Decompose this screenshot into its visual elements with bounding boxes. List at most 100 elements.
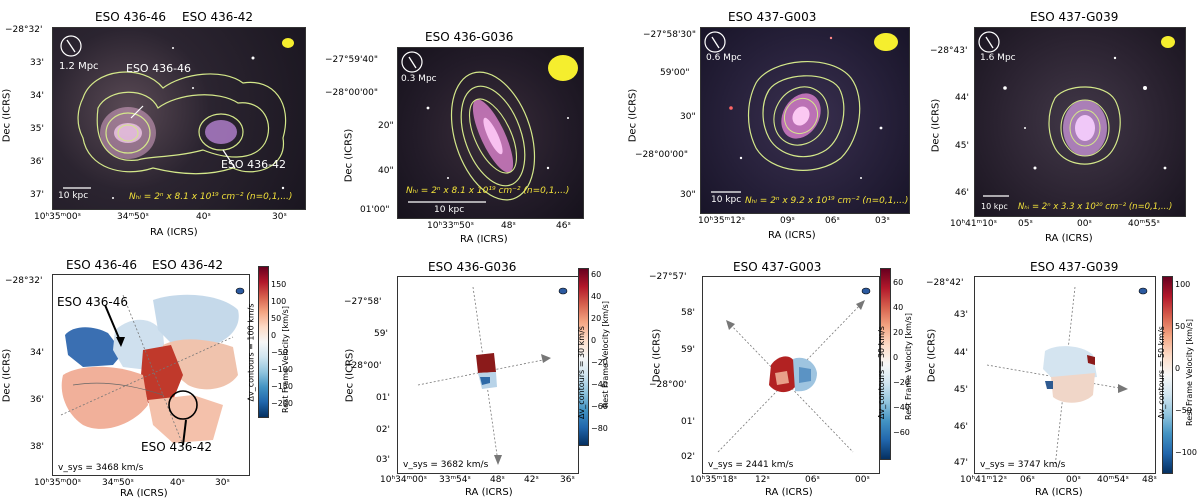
x-tick-label: 30ˢ [215, 478, 230, 488]
contour-levels-note: Nₕᵢ = 2ⁿ x 9.2 x 10¹⁹ cm⁻² (n=0,1,...) [745, 196, 909, 206]
y-tick-label: 34' [30, 348, 44, 358]
galaxy-annotation: ESO 436-46 [126, 62, 192, 75]
velocity-colorbar [258, 266, 269, 418]
x-tick-label: 34ᵐ50ˢ [117, 212, 149, 222]
y-tick-label: −28°00'00" [635, 150, 689, 160]
y-tick-label: −28°32' [5, 25, 43, 35]
beam-ellipse [874, 33, 898, 51]
scale-bar-label: 10 kpc [434, 205, 465, 215]
y-tick-label: −28°00'00" [325, 88, 379, 98]
y-tick-label: 40" [378, 166, 394, 176]
y-tick-label: 35' [30, 124, 44, 134]
colorbar-tick: 0 [591, 336, 597, 345]
y-tick-label: 30" [680, 112, 696, 122]
velocity-colorbar [1162, 276, 1173, 474]
velocity-panel-eso436-46-42: ESO 436-46 ESO 436-42 ESO 436-46 ESO 436… [0, 250, 300, 499]
y-tick-label: 59'00" [660, 68, 690, 78]
x-tick-label: 10ʰ34ᵐ00ˢ [380, 475, 427, 485]
colorbar-tick: 20 [591, 314, 602, 323]
x-tick-label: 10ʰ35ᵐ12ˢ [698, 216, 745, 226]
x-tick-label: 33ᵐ54ˢ [439, 475, 471, 485]
optical-panel-eso436-46-42: ESO 436-46 ESO 436-42 1.2 Mpc 10 kpc ESO… [0, 0, 306, 245]
panel-title: ESO 436-G036 [428, 260, 517, 274]
distance-label: 0.6 Mpc [706, 53, 742, 63]
x-tick-label: 48ˢ [501, 221, 516, 231]
contour-levels-note: Nₕᵢ = 2ⁿ x 8.1 x 10¹⁹ cm⁻² (n=0,1,...) [406, 186, 570, 196]
colorbar-tick: −200 [271, 399, 293, 408]
panel-title: ESO 437-G003 [728, 10, 817, 24]
y-tick-label: 37' [30, 190, 44, 200]
beam-ellipse [1161, 36, 1175, 48]
y-tick-label: −28°43' [930, 46, 968, 56]
contour-spacing-label: Δv_contours = 50 km/s [1156, 326, 1166, 419]
x-axis-label: RA (ICRS) [150, 227, 198, 238]
beam-ellipse [558, 287, 568, 295]
scale-bar-label: 10 kpc [711, 195, 742, 205]
x-tick-label: 40ˢ [170, 478, 185, 488]
velocity-map: v_sys = 3682 km/s [397, 276, 579, 474]
optical-image: 1.2 Mpc 10 kpc ESO 436-46 ESO 436-42 Nₕᵢ… [52, 27, 306, 210]
y-axis-label: Dec (ICRS) [651, 328, 663, 383]
colorbar-tick: 20 [893, 328, 904, 337]
systemic-velocity: v_sys = 3747 km/s [980, 460, 1066, 470]
x-axis-label: RA (ICRS) [465, 487, 513, 498]
x-tick-label: 00ˢ [1077, 219, 1092, 229]
direction-circle [60, 35, 82, 57]
y-tick-label: 46' [954, 422, 968, 432]
x-axis-label: RA (ICRS) [120, 488, 168, 499]
velocity-field [717, 287, 871, 453]
hi-contour-overlay [978, 31, 1175, 197]
panel-title: ESO 437-G039 [1030, 260, 1119, 274]
colorbar-tick: −150 [271, 382, 293, 391]
colorbar-tick: −50 [271, 348, 288, 357]
colorbar-tick: −60 [893, 428, 910, 437]
y-axis-label: Dec (ICRS) [1, 348, 13, 403]
optical-panel-eso437-g003: ESO 437-G003 0.6 Mpc 10 kpc Nₕᵢ = 2ⁿ x 9… [600, 0, 910, 245]
contour-spacing-label: Δv_contours = 100 km/s [246, 303, 256, 402]
colorbar-tick: 0 [271, 331, 277, 340]
colorbar-label: Rest Frame Velocity [km/s] [280, 306, 290, 413]
panel-title: ESO 436-42 [182, 10, 253, 24]
x-tick-label: 48ˢ [1142, 475, 1157, 485]
velocity-panel-eso436-g036: ESO 436-G036 v_sys = 3682 km/s −27°58' 5… [300, 250, 610, 499]
panel-title: ESO 436-46 [66, 258, 137, 272]
x-tick-label: 40ᵐ54ˢ [1097, 475, 1129, 485]
systemic-velocity: v_sys = 2441 km/s [708, 460, 794, 470]
x-tick-label: 06ˢ [825, 216, 840, 226]
colorbar-tick: −80 [591, 424, 608, 433]
x-tick-label: 10ʰ35ᵐ18ˢ [690, 475, 737, 485]
colorbar-tick: −50 [1175, 406, 1192, 415]
y-tick-label: 01' [376, 393, 390, 403]
hi-contour-overlay [401, 51, 578, 203]
x-tick-label: 03ˢ [875, 216, 890, 226]
y-tick-label: −27°59'40" [325, 55, 379, 65]
y-tick-label: 36' [30, 395, 44, 405]
x-tick-label: 10ʰ41ᵐ12ˢ [960, 475, 1007, 485]
x-tick-label: 10ʰ41ᵐ10ˢ [950, 219, 997, 229]
y-tick-label: 38' [30, 442, 44, 452]
colorbar-tick: 0 [893, 353, 899, 362]
direction-circle [401, 51, 423, 73]
y-tick-label: 34' [30, 91, 44, 101]
y-tick-label: 20" [378, 121, 394, 131]
optical-image: 1.6 Mpc 10 kpc Nₕᵢ = 2ⁿ x 3.3 x 10²⁰ cm⁻… [974, 27, 1186, 217]
x-tick-label: 40ˢ [196, 212, 211, 222]
velocity-map: ESO 436-46 ESO 436-42 v_sys = 3468 km/s [52, 274, 250, 476]
x-tick-label: 10ʰ35ᵐ00ˢ [34, 212, 81, 222]
x-axis-label: RA (ICRS) [1045, 233, 1093, 244]
y-tick-label: 58' [681, 308, 695, 318]
colorbar-tick: −20 [893, 378, 910, 387]
colorbar-tick: −100 [1175, 448, 1197, 457]
x-tick-label: 12ˢ [755, 475, 770, 485]
beam-ellipse [235, 287, 245, 295]
galaxy-annotation: ESO 436-42 [221, 158, 287, 171]
y-tick-label: 33' [30, 58, 44, 68]
panel-title: ESO 436-42 [152, 258, 223, 272]
velocity-colorbar [880, 268, 891, 460]
distance-label: 0.3 Mpc [401, 74, 437, 84]
y-tick-label: −28°00' [649, 380, 687, 390]
y-tick-label: 46' [955, 188, 969, 198]
x-axis-label: RA (ICRS) [460, 234, 508, 245]
optical-panel-eso437-g039: ESO 437-G039 1.6 Mpc 10 kpc Nₕᵢ = 2ⁿ x 3… [910, 0, 1200, 245]
colorbar-tick: 40 [591, 292, 602, 301]
